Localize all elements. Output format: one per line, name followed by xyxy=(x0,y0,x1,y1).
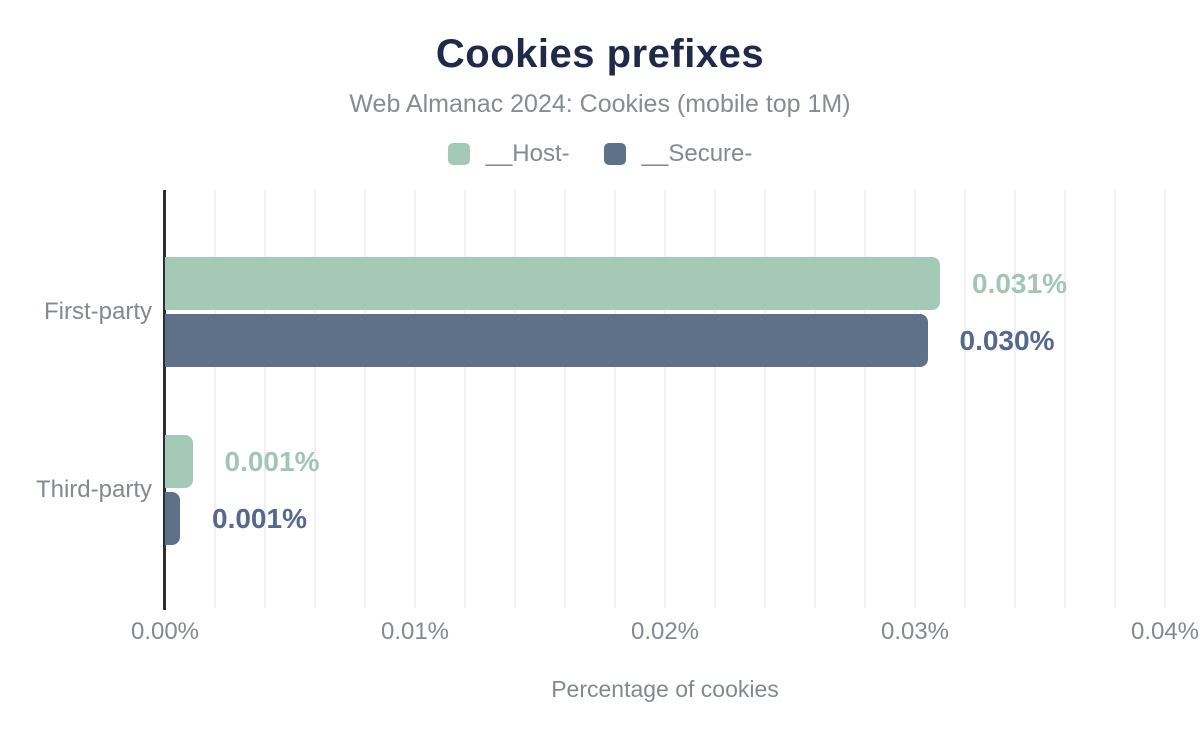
grid-line xyxy=(514,190,516,608)
y-axis-line xyxy=(163,190,166,610)
x-tick-label-4: 0.04% xyxy=(1130,618,1200,645)
bar-host-third-party[interactable] xyxy=(165,435,193,488)
grid-line xyxy=(564,190,566,608)
grid-line xyxy=(714,190,716,608)
chart-subtitle: Web Almanac 2024: Cookies (mobile top 1M… xyxy=(349,90,851,118)
grid-line xyxy=(664,190,666,608)
bar-value-label-secure-first-party: 0.030% xyxy=(959,325,1055,356)
x-tick-label-0: 0.00% xyxy=(130,618,200,645)
grid-line xyxy=(264,190,266,608)
grid-line xyxy=(314,190,316,608)
x-tick-label-1: 0.01% xyxy=(380,618,450,645)
grid-line xyxy=(214,190,216,608)
bar-secure-first-party[interactable] xyxy=(165,314,928,367)
category-label-third-party: Third-party xyxy=(35,476,152,503)
grid-line xyxy=(414,190,416,608)
chart-title: Cookies prefixes xyxy=(435,32,765,76)
grid-line xyxy=(914,190,916,608)
legend-item-secure[interactable]: __Secure- xyxy=(603,140,753,168)
bar-host-first-party[interactable] xyxy=(165,257,940,310)
grid-line xyxy=(814,190,816,608)
x-tick-label-3: 0.03% xyxy=(880,618,950,645)
bar-value-label-host-first-party: 0.031% xyxy=(972,268,1067,299)
bar-secure-third-party[interactable] xyxy=(165,492,180,545)
grid-line xyxy=(864,190,866,608)
legend-swatch-host xyxy=(447,143,470,165)
legend-swatch-secure xyxy=(603,143,626,165)
grid-line xyxy=(464,190,466,608)
plot-area: 0.031% 0.030% 0.001% 0.001% xyxy=(163,190,1166,610)
grid-line xyxy=(614,190,616,608)
legend-item-host[interactable]: __Host- xyxy=(447,140,570,168)
bar-value-label-secure-third-party: 0.001% xyxy=(212,503,307,534)
legend-label-secure: __Secure- xyxy=(641,140,753,167)
x-axis-title: Percentage of cookies xyxy=(551,676,779,702)
grid-line xyxy=(1114,190,1116,608)
grid-line xyxy=(964,190,966,608)
bar-value-label-host-third-party: 0.001% xyxy=(224,446,320,477)
category-label-first-party: First-party xyxy=(44,298,152,325)
grid-line xyxy=(1164,190,1166,608)
grid-line xyxy=(364,190,366,608)
grid-line xyxy=(764,190,766,608)
grid-line xyxy=(1064,190,1066,608)
grid-line xyxy=(1014,190,1016,608)
x-tick-label-2: 0.02% xyxy=(630,618,700,645)
legend: __Host- __Secure- xyxy=(0,140,1200,168)
legend-label-host: __Host- xyxy=(485,140,570,167)
